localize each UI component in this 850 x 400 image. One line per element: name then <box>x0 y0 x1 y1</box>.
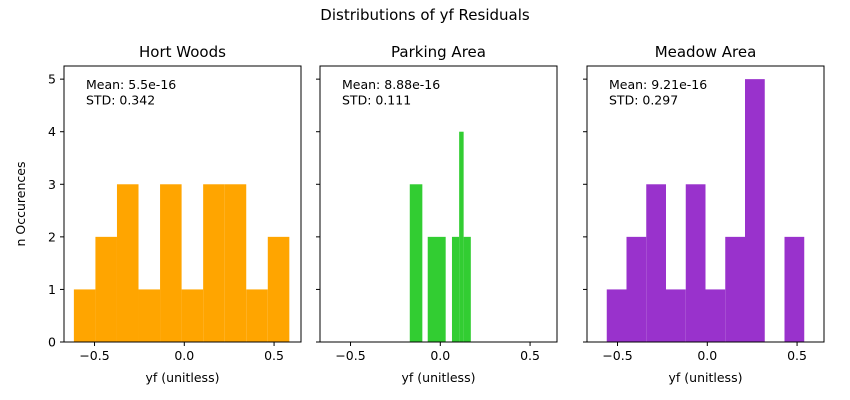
subplots: 0 1 2 3 4 5 −0.5 0.0 0.5 Hort Woods yf (unitless) M… <box>48 43 825 385</box>
histogram-bar <box>451 236 460 342</box>
y-tick-label: 5 <box>48 72 56 87</box>
histogram-bar <box>784 236 805 342</box>
histogram-bar <box>725 236 745 342</box>
plot-frame <box>586 65 825 343</box>
histogram-bar <box>267 236 290 342</box>
histogram-bar <box>246 289 268 342</box>
subplot-1: 0 1 2 3 4 5 −0.5 0.0 0.5 Hort Woods yf (unitless) M… <box>48 43 302 385</box>
y-tick-label: 1 <box>48 282 56 297</box>
subplot-title: Hort Woods <box>139 43 226 61</box>
x-tick-label: 0.0 <box>430 348 450 363</box>
histogram-bar <box>138 289 161 342</box>
histogram-bar <box>203 184 225 342</box>
y-tick-label: 2 <box>48 229 56 244</box>
x-tick-label: 0.5 <box>520 348 540 363</box>
x-tick-label: 0.0 <box>697 348 717 363</box>
plot-frame <box>63 65 302 343</box>
histogram-bar <box>181 289 204 342</box>
mean-annotation: Mean: 9.21e-16 <box>609 77 707 92</box>
histogram-bar <box>745 79 765 343</box>
subplot-title: Meadow Area <box>655 43 757 61</box>
y-tick-label: 4 <box>48 124 56 139</box>
histogram-bar <box>73 289 96 342</box>
subplot-2: −0.5 0.0 0.5 Parking Area yf (unitless) Mean:… <box>316 43 558 385</box>
histogram-bar <box>459 131 464 342</box>
histogram-bar <box>666 289 686 342</box>
mean-annotation: Mean: 5.5e-16 <box>86 77 176 92</box>
x-tick-label: −0.5 <box>335 348 365 363</box>
x-tick-label: 0.5 <box>264 348 284 363</box>
x-tick-label: 0.0 <box>174 348 194 363</box>
x-tick-label: −0.5 <box>602 348 632 363</box>
histogram-bar <box>463 236 471 342</box>
histogram-bar <box>685 184 706 342</box>
x-axis-label: yf (unitless) <box>402 370 476 385</box>
mean-annotation: Mean: 8.88e-16 <box>342 77 440 92</box>
plot-frame <box>319 65 558 343</box>
subplot-title: Parking Area <box>391 43 486 61</box>
x-tick-label: −0.5 <box>79 348 109 363</box>
y-tick-label: 0 <box>48 335 56 350</box>
y-tick-label: 3 <box>48 177 56 192</box>
figure-title: Distributions of yf Residuals <box>320 6 530 24</box>
std-annotation: STD: 0.111 <box>342 93 411 108</box>
x-axis-label: yf (unitless) <box>146 370 220 385</box>
x-tick-label: 0.5 <box>787 348 807 363</box>
x-axis-label: yf (unitless) <box>669 370 743 385</box>
histogram-bar <box>606 289 627 342</box>
histogram-bar <box>427 236 446 342</box>
histogram-bar <box>705 289 726 342</box>
histogram-bar <box>409 184 423 342</box>
histogram-bar <box>116 184 139 342</box>
histogram-bar <box>646 184 666 342</box>
std-annotation: STD: 0.342 <box>86 93 155 108</box>
std-annotation: STD: 0.297 <box>609 93 678 108</box>
histogram-bar <box>160 184 182 342</box>
y-axis-label: n Occurences <box>13 162 28 247</box>
histogram-bar <box>626 236 647 342</box>
histogram-bar <box>224 184 247 342</box>
histogram-bar <box>95 236 117 342</box>
subplot-3: −0.5 0.0 0.5 Meadow Area yf (unitless) Mean: … <box>583 43 825 385</box>
